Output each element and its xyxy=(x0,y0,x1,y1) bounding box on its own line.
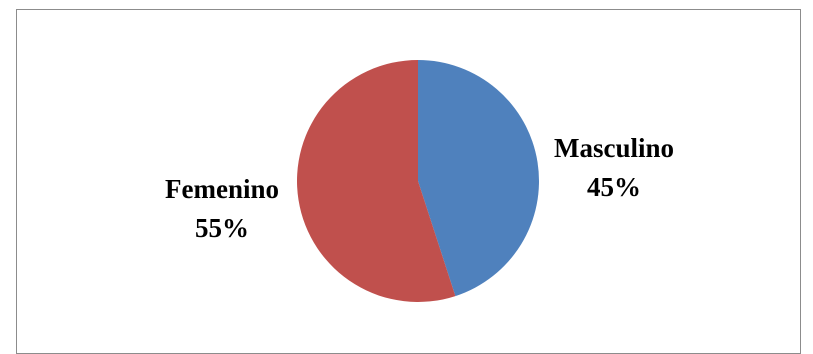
slice-label-masculino: Masculino xyxy=(554,133,674,163)
slice-value-femenino: 55% xyxy=(195,213,249,243)
slice-value-masculino: 45% xyxy=(587,172,641,202)
pie-slice-femenino xyxy=(297,60,456,303)
slice-label-femenino: Femenino xyxy=(165,174,279,204)
pie-slices xyxy=(297,60,540,303)
pie-slice-masculino xyxy=(418,60,540,297)
